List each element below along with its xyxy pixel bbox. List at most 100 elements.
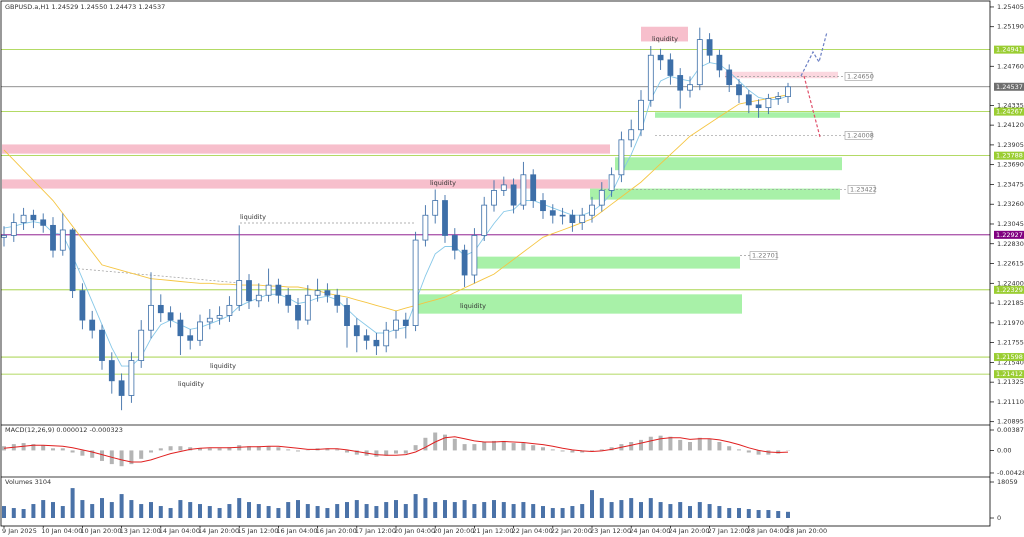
- x-tick-label: 28 Jan 20:00: [786, 527, 827, 535]
- y-tick-label: 0: [997, 514, 1001, 522]
- annotation: liquidity: [460, 302, 486, 310]
- x-tick-label: 15 Jan 12:00: [237, 527, 278, 535]
- candle-body: [638, 99, 644, 131]
- y-tick-label: 1.21540: [997, 358, 1024, 366]
- x-tick-label: 22 Jan 04:00: [512, 527, 553, 535]
- candle-body: [393, 319, 399, 331]
- volume-bar: [599, 498, 604, 518]
- volume-bar: [129, 500, 134, 518]
- candle-body: [559, 214, 566, 217]
- candle-body: [628, 129, 635, 141]
- macd-bar: [60, 448, 65, 451]
- zone: [655, 112, 840, 118]
- macd-bar: [746, 450, 751, 453]
- candle-body: [432, 200, 439, 216]
- volume-bar: [658, 502, 663, 518]
- macd-bar: [158, 448, 163, 451]
- price-tag: [844, 72, 873, 81]
- macd-bar: [727, 446, 732, 451]
- macd-bar: [658, 435, 663, 451]
- volume-bar: [217, 508, 222, 518]
- volume-bar: [247, 502, 251, 518]
- macd-bar: [521, 443, 526, 451]
- candle-body: [353, 325, 360, 337]
- macd-bar: [266, 446, 271, 451]
- macd-bar: [501, 440, 506, 451]
- candle-body: [177, 319, 184, 337]
- candle-body: [451, 235, 458, 251]
- candle-body: [187, 335, 194, 341]
- macd-bar: [2, 446, 6, 451]
- macd-bar: [678, 439, 683, 451]
- macd-bar: [207, 448, 212, 451]
- volume-bar: [227, 504, 232, 518]
- x-tick-label: 23 Jan 12:00: [590, 527, 631, 535]
- macd-bar: [403, 450, 408, 454]
- zone: [2, 144, 610, 154]
- macd-bar: [443, 434, 447, 451]
- volume-bar: [119, 494, 124, 518]
- y-tick-label: 1.20895: [997, 418, 1024, 426]
- volume-bar: [717, 506, 722, 518]
- macd-bar: [354, 450, 359, 455]
- candle-body: [471, 235, 478, 276]
- price-tag: [749, 251, 778, 260]
- volume-bar: [80, 500, 85, 518]
- volume-bar: [11, 508, 16, 518]
- volume-bar: [443, 500, 447, 518]
- volume-bar: [168, 508, 173, 518]
- volume-bar: [462, 500, 467, 518]
- volume-bar: [648, 498, 653, 518]
- candle-body: [10, 222, 17, 236]
- candle-body: [59, 229, 66, 251]
- macd-bar: [188, 447, 193, 451]
- price-tag: [844, 131, 873, 140]
- candle-body: [579, 214, 586, 224]
- volume-bar: [60, 506, 65, 518]
- macd-bar: [766, 450, 771, 455]
- macd-bar: [697, 437, 702, 451]
- candle-body: [461, 249, 468, 276]
- candle-body: [657, 54, 664, 61]
- volume-bar: [452, 502, 457, 518]
- volume-bar: [550, 508, 555, 518]
- volume-bar: [188, 502, 193, 518]
- candle-body: [236, 280, 243, 306]
- zone: [415, 294, 742, 314]
- y-tick-label: 1.22185: [997, 299, 1024, 307]
- macd-bar: [511, 443, 516, 451]
- y-tick-label: 1.23905: [997, 141, 1024, 149]
- level-tag: [994, 151, 1024, 160]
- candle-body: [618, 139, 625, 176]
- level-label: 1.21412: [996, 370, 1023, 378]
- macd-bar: [541, 447, 545, 451]
- forecast-up: [800, 31, 828, 77]
- volume-bar: [531, 504, 536, 518]
- candle-body: [157, 304, 164, 314]
- macd-bar: [688, 442, 692, 451]
- candle-body: [402, 319, 409, 327]
- candle-body: [285, 294, 292, 306]
- y-tick-label: 18059: [997, 478, 1018, 486]
- macd-bar: [129, 450, 134, 465]
- candle-body: [89, 319, 96, 331]
- candle-body: [324, 290, 331, 296]
- volume-bar: [266, 506, 271, 518]
- macd-bar: [335, 449, 340, 451]
- forecast-down: [803, 75, 821, 138]
- macd-title: MACD(12,26,9) 0.000012 -0.000323: [5, 426, 123, 434]
- level-label: 1.24537: [996, 83, 1023, 91]
- candle-body: [226, 304, 233, 316]
- candle-body: [716, 54, 723, 71]
- volume-bar: [296, 500, 300, 518]
- candle-body: [598, 190, 605, 206]
- volume-bar: [521, 502, 526, 518]
- volume-bar: [139, 504, 144, 518]
- marks-layer: [1, 27, 791, 518]
- candle-body: [20, 214, 27, 224]
- level-label: 1.24267: [996, 108, 1023, 116]
- macd-bar: [639, 439, 643, 451]
- price-label: 1.24008: [847, 131, 874, 139]
- candle-body: [687, 84, 693, 91]
- price-label: 1.24650: [847, 72, 874, 80]
